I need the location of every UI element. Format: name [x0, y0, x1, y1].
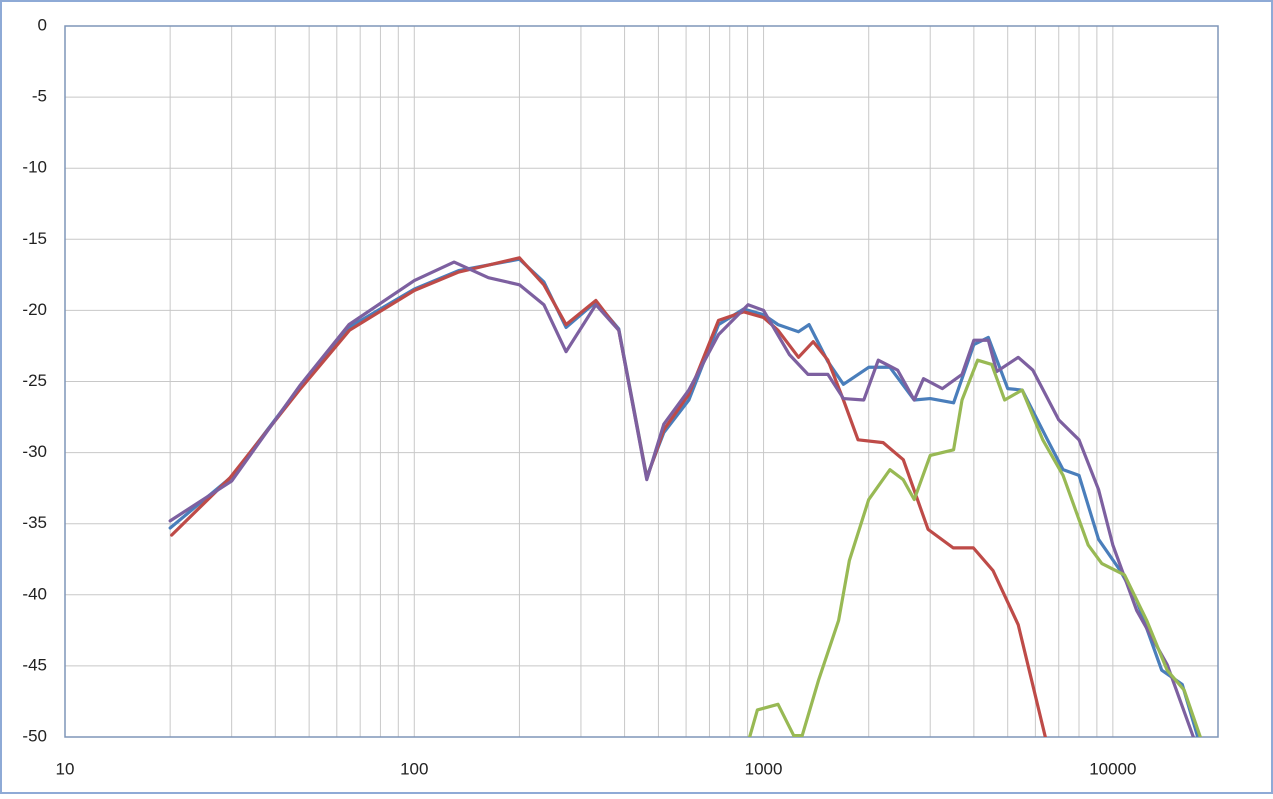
y-tick-label: -15: [22, 229, 47, 248]
x-tick-label: 1000: [745, 759, 783, 778]
x-tick-label: 10000: [1089, 759, 1136, 778]
y-tick-label: -35: [22, 513, 47, 532]
series-line: [168, 260, 1195, 737]
y-tick-label: -25: [22, 371, 47, 390]
series-line: [748, 358, 1202, 737]
plot-area: [64, 25, 1219, 738]
y-tick-label: -20: [22, 300, 47, 319]
y-tick-label: -45: [22, 655, 47, 674]
y-tick-label: -5: [32, 87, 47, 106]
x-tick-label: 10: [56, 759, 75, 778]
y-tick-label: -40: [22, 584, 47, 603]
y-tick-label: -50: [22, 726, 47, 745]
y-tick-label: -10: [22, 158, 47, 177]
y-tick-label: 0: [38, 15, 47, 34]
series-line: [170, 256, 1047, 737]
y-tick-label: -30: [22, 442, 47, 461]
x-tick-label: 100: [400, 759, 428, 778]
